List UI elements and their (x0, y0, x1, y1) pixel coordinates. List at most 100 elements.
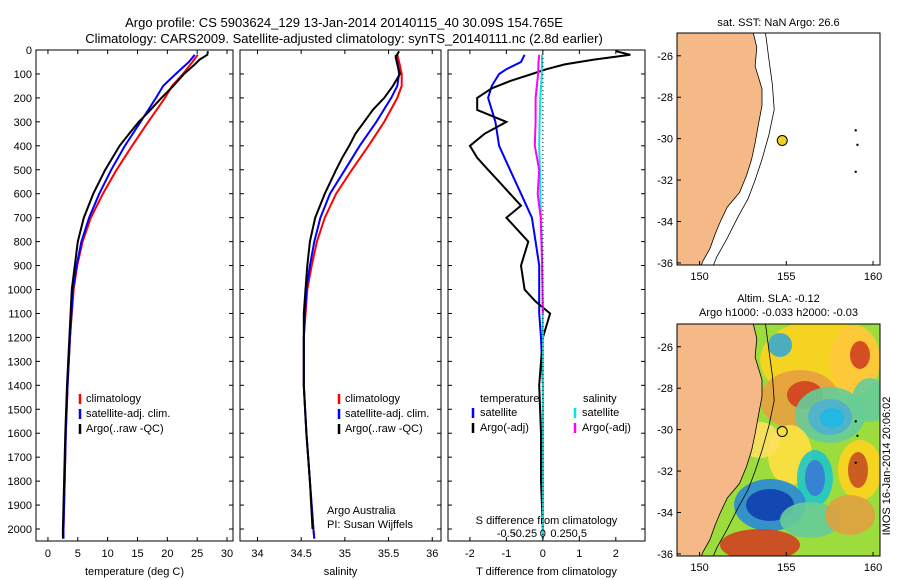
y-tick-label: 1100 (8, 308, 32, 320)
x-tick-label: 20 (161, 548, 173, 560)
x-tick-label: 35.5 (378, 548, 399, 560)
x-tick-label: 5 (75, 548, 81, 560)
x-tick-label: 0 (45, 548, 51, 560)
lat-tick-label: -34 (657, 217, 673, 229)
land-mass (677, 33, 763, 265)
lat-tick-label: -34 (657, 508, 673, 520)
map-title-sst: sat. SST: NaN Argo: 26.6 (717, 17, 839, 29)
x-axis-label: salinity (324, 566, 358, 578)
x-tick-label-s: 0.5 (572, 528, 587, 540)
series-group (61, 51, 209, 539)
island-dot (856, 434, 859, 438)
legend-label: Argo(..raw -QC) (345, 423, 423, 435)
y-tick-label: 100 (14, 69, 32, 81)
sla-blob (720, 529, 800, 556)
lon-tick-label: 150 (690, 271, 708, 283)
lat-tick-label: -32 (657, 175, 673, 187)
sla-blob (820, 408, 844, 428)
lat-tick-label: -26 (657, 342, 673, 354)
y-tick-label: 1300 (8, 356, 32, 368)
imos-timestamp: IMOS 16-Jan-2014 20:06:02 (881, 396, 893, 536)
lon-tick-label: 155 (777, 562, 795, 574)
island-dot (856, 143, 859, 147)
y-tick-label: 800 (14, 237, 32, 249)
lat-tick-label: -32 (657, 466, 673, 478)
series-line-temperature-0 (62, 54, 199, 539)
y-tick-label: 1900 (8, 500, 32, 512)
annotation-text: Argo Australia (327, 505, 396, 517)
series-line-temperature-2 (61, 51, 209, 539)
sla-blob (848, 452, 868, 488)
legend-label: Argo(-adj) (582, 422, 631, 434)
island-dot (854, 420, 857, 423)
annotation-text: PI: Susan Wijffels (327, 519, 413, 531)
legend-temperature: climatology satellite-adj. clim. Argo(..ra… (78, 393, 170, 435)
sla-blob (852, 378, 880, 422)
lon-tick-label: 160 (864, 562, 882, 574)
map-content (677, 33, 859, 265)
x-tick-label: 34 (251, 548, 263, 560)
series-line-temperature-1 (62, 54, 196, 539)
land-mass (677, 324, 763, 556)
x-tick-label: 36 (426, 548, 438, 560)
map-title-h: Argo h1000: -0.033 h2000: -0.03 (699, 307, 858, 319)
argo-float-marker (776, 426, 788, 438)
y-tick-label: 0 (26, 45, 32, 57)
x-tick-label-s: -0.5 (497, 528, 516, 540)
y-tick-label: 200 (14, 93, 32, 105)
legend-salinity: climatology satellite-adj. clim. Argo(..ra… (337, 393, 429, 435)
axes-frame (447, 49, 646, 542)
x-axis-label: temperature (deg C) (85, 566, 184, 578)
axes-frame (35, 49, 234, 542)
x-tick-label: -2 (465, 548, 475, 560)
x-tick-label: 25 (191, 548, 203, 560)
y-tick-label: 700 (14, 213, 32, 225)
sla-blob (850, 341, 870, 369)
x-tick-label-s: 0.25 (550, 528, 571, 540)
lat-tick-label: -28 (657, 92, 673, 104)
series-line-salinity-1 (302, 54, 401, 539)
map-content (677, 324, 880, 556)
y-tick-label: 1800 (8, 476, 32, 488)
x-axis-label: T difference from climatology (476, 566, 617, 578)
y-tick-label: 1400 (8, 380, 32, 392)
map-frame (676, 32, 881, 266)
legend-label: Argo(-adj) (480, 422, 529, 434)
island-dot (854, 461, 857, 464)
island-dot (854, 129, 857, 132)
lon-tick-label: 160 (864, 271, 882, 283)
lat-tick-label: -26 (657, 51, 673, 63)
argo-float-marker (776, 135, 788, 147)
map-frame (676, 323, 881, 557)
legend-title-temperature: temperature (480, 393, 539, 405)
axes-frame (239, 49, 442, 542)
series-line-salinity-2 (302, 50, 401, 530)
x-tick-label-s: 0 (540, 528, 546, 540)
series-line-difference-1 (468, 50, 631, 530)
x-tick-label: 10 (102, 548, 114, 560)
sla-blob (780, 502, 840, 538)
x-tick-label: -1 (501, 548, 511, 560)
y-tick-label: 1200 (8, 332, 32, 344)
lat-tick-label: -30 (657, 134, 673, 146)
x-tick-label: 1 (576, 548, 582, 560)
lon-tick-label: 155 (777, 271, 795, 283)
x-tick-label: 35 (339, 548, 351, 560)
lat-tick-label: -36 (657, 549, 673, 561)
y-tick-label: 1500 (8, 404, 32, 416)
sla-blob (768, 333, 792, 357)
y-tick-label: 600 (14, 189, 32, 201)
lat-tick-label: -30 (657, 425, 673, 437)
series-group (302, 50, 403, 539)
panel-temperature: 0 5 10 15 20 25 30 temperature (deg C) 0 100 200 30… (8, 45, 234, 578)
sla-blob (805, 460, 825, 496)
x-tick-label: 2 (613, 548, 619, 560)
y-tick-label: 500 (14, 165, 32, 177)
plot-title-line1: Argo profile: CS 5903624_129 13-Jan-2014… (125, 15, 563, 30)
lon-tick-label: 150 (690, 562, 708, 574)
series-group (468, 50, 631, 539)
y-tick-label: 400 (14, 141, 32, 153)
x-tick-label-s: -0.25 (512, 528, 537, 540)
series-line-difference-3 (533, 54, 544, 314)
legend-label: climatology (345, 393, 401, 405)
